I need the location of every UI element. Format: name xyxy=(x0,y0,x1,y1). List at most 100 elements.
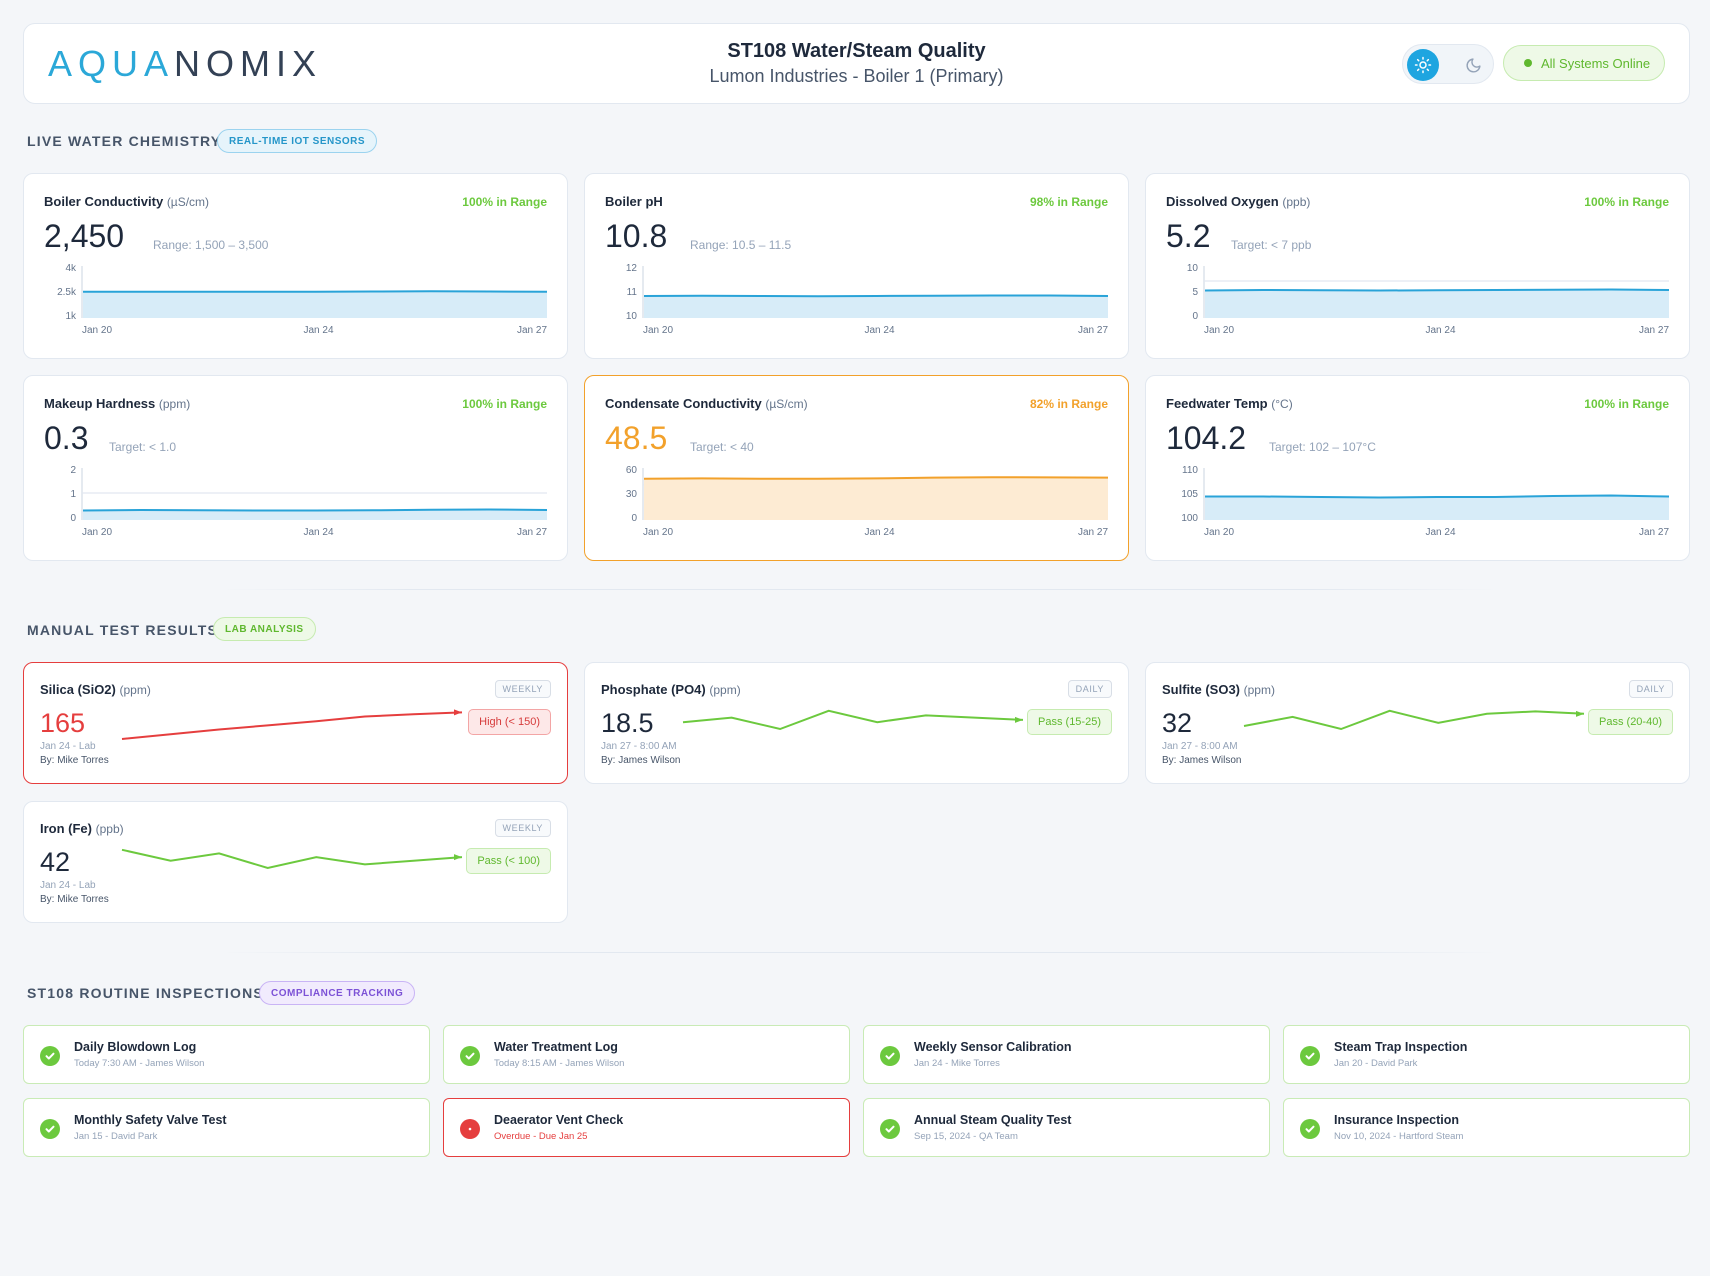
lab-test-value: 165 xyxy=(40,708,86,738)
manual-section-title: MANUAL TEST RESULTS xyxy=(27,622,219,638)
lab-test-status-badge: Pass (15-25) xyxy=(1027,709,1112,735)
frequency-badge: WEEKLY xyxy=(494,819,551,837)
y-tick-label: 10 xyxy=(626,311,638,322)
status-dot-icon xyxy=(1524,59,1532,67)
area-fill xyxy=(83,291,547,318)
sensor-name: Dissolved Oxygen xyxy=(1166,194,1279,209)
y-tick-label: 110 xyxy=(1182,466,1198,476)
system-status-text: All Systems Online xyxy=(1541,55,1651,71)
inspection-item[interactable]: Weekly Sensor Calibration Jan 24 - Mike T… xyxy=(863,1025,1270,1084)
sensor-card[interactable]: Boiler pH 98% in Range 10.8 Range: 10.5 – … xyxy=(584,173,1129,359)
sensor-trend-chart[interactable]: 12 11 10 Jan 20 Jan 24 Jan 27 xyxy=(605,264,1110,344)
lab-test-card[interactable]: Iron (Fe) (ppb) WEEKLY 42 Jan 24 - Lab By: M… xyxy=(23,801,568,923)
lab-test-card[interactable]: Silica (SiO2) (ppm) WEEKLY 165 Jan 24 - Lab… xyxy=(23,662,568,784)
lab-test-tester: By: Mike Torres xyxy=(40,755,109,766)
sparkline-series xyxy=(121,848,463,870)
sensor-value: 10.8 xyxy=(605,218,668,254)
inspection-title: Monthly Safety Valve Test xyxy=(74,1113,227,1127)
lab-test-date: Jan 24 - Lab xyxy=(40,880,96,891)
inspection-title: Daily Blowdown Log xyxy=(74,1040,197,1054)
sensor-name: Boiler Conductivity xyxy=(44,194,164,209)
sensor-card[interactable]: Makeup Hardness (ppm) 100% in Range 0.3 Tar… xyxy=(23,375,568,561)
check-circle-icon xyxy=(40,1046,60,1066)
live-section-title: LIVE WATER CHEMISTRY xyxy=(27,133,222,149)
sensor-trend-chart[interactable]: 4k 2.5k 1k Jan 20 Jan 24 Jan 27 xyxy=(44,264,549,344)
sparkline-series xyxy=(682,709,1024,731)
sensor-trend-chart[interactable]: 10 5 0 Jan 20 Jan 24 Jan 27 xyxy=(1166,264,1671,344)
sensor-trend-chart[interactable]: 110 105 100 Jan 20 Jan 24 Jan 27 xyxy=(1166,466,1671,546)
section-divider xyxy=(220,952,1500,953)
lab-test-value: 32 xyxy=(1162,708,1193,738)
x-tick-label: Jan 24 xyxy=(303,527,333,538)
x-tick-label: Jan 27 xyxy=(1078,527,1108,538)
sensor-card-title: Boiler Conductivity (µS/cm) xyxy=(44,194,209,209)
light-mode-button[interactable] xyxy=(1407,49,1439,81)
y-tick-label: 2 xyxy=(70,466,76,476)
lab-trend-sparkline[interactable] xyxy=(120,705,480,745)
sensor-card[interactable]: Condensate Conductivity (µS/cm) 82% in Ra… xyxy=(584,375,1129,561)
sensor-value: 0.3 xyxy=(44,420,89,456)
area-fill xyxy=(83,509,547,520)
lab-test-unit: (ppm) xyxy=(709,683,741,697)
sparkline-end-marker xyxy=(454,854,462,861)
frequency-badge: DAILY xyxy=(1628,680,1673,698)
inspection-item[interactable]: Water Treatment Log Today 8:15 AM - James… xyxy=(443,1025,850,1084)
inspection-item[interactable]: Monthly Safety Valve Test Jan 15 - David … xyxy=(23,1098,430,1157)
lab-trend-sparkline[interactable] xyxy=(1242,705,1602,745)
sensor-trend-chart[interactable]: 2 1 0 Jan 20 Jan 24 Jan 27 xyxy=(44,466,549,546)
inspection-item[interactable]: Insurance Inspection Nov 10, 2024 - Hartf… xyxy=(1283,1098,1690,1157)
sensor-target: Target: < 1.0 xyxy=(109,440,177,454)
inspection-item[interactable]: Deaerator Vent Check Overdue - Due Jan 25 xyxy=(443,1098,850,1157)
x-tick-label: Jan 24 xyxy=(864,325,894,336)
inspection-detail: Jan 20 - David Park xyxy=(1334,1058,1418,1069)
section-divider xyxy=(220,589,1500,590)
lab-test-card[interactable]: Sulfite (SO3) (ppm) DAILY 32 Jan 27 - 8:00 … xyxy=(1145,662,1690,784)
sensor-card[interactable]: Feedwater Temp (°C) 100% in Range 104.2 Tar… xyxy=(1145,375,1690,561)
series-line xyxy=(1205,494,1670,499)
inspection-item[interactable]: Steam Trap Inspection Jan 20 - David Park xyxy=(1283,1025,1690,1084)
range-status: 100% in Range xyxy=(1584,397,1669,411)
sensor-unit: (ppm) xyxy=(158,397,191,411)
area-fill xyxy=(644,477,1108,520)
system-status-badge[interactable]: All Systems Online xyxy=(1503,45,1665,81)
inspection-detail: Today 8:15 AM - James Wilson xyxy=(494,1058,625,1069)
sensor-unit: (µS/cm) xyxy=(166,195,210,209)
sensor-target: Range: 1,500 – 3,500 xyxy=(153,238,269,252)
series-line xyxy=(82,508,548,512)
sensor-card[interactable]: Dissolved Oxygen (ppb) 100% in Range 5.2 Ta… xyxy=(1145,173,1690,359)
inspection-item[interactable]: Daily Blowdown Log Today 7:30 AM - James … xyxy=(23,1025,430,1084)
x-tick-label: Jan 27 xyxy=(517,325,547,336)
header-bar: AQUANOMIX ST108 Water/Steam Quality Lumo… xyxy=(23,23,1690,104)
sensor-card-title: Makeup Hardness (ppm) xyxy=(44,396,190,411)
sensor-value: 2,450 xyxy=(44,218,125,254)
dark-mode-button[interactable] xyxy=(1457,49,1489,81)
inspection-detail: Sep 15, 2024 - QA Team xyxy=(914,1131,1018,1142)
sparkline-end-marker xyxy=(454,709,462,716)
sensor-card[interactable]: Boiler Conductivity (µS/cm) 100% in Range… xyxy=(23,173,568,359)
y-tick-label: 12 xyxy=(626,264,638,274)
lab-trend-sparkline[interactable] xyxy=(681,705,1041,745)
lab-test-unit: (ppm) xyxy=(1243,683,1275,697)
x-tick-label: Jan 27 xyxy=(1639,325,1669,336)
y-tick-label: 0 xyxy=(1192,311,1198,322)
area-fill xyxy=(1205,495,1669,520)
lab-test-tester: By: Mike Torres xyxy=(40,894,109,905)
lab-test-title: Phosphate (PO4) (ppm) xyxy=(601,682,741,697)
lab-trend-sparkline[interactable] xyxy=(120,844,480,884)
y-tick-label: 4k xyxy=(65,264,77,274)
sensor-trend-chart[interactable]: 60 30 0 Jan 20 Jan 24 Jan 27 xyxy=(605,466,1110,546)
y-tick-label: 100 xyxy=(1181,513,1198,524)
inspection-item[interactable]: Annual Steam Quality Test Sep 15, 2024 - … xyxy=(863,1098,1270,1157)
range-status: 100% in Range xyxy=(1584,195,1669,209)
sparkline-series xyxy=(1243,709,1585,731)
lab-test-card[interactable]: Phosphate (PO4) (ppm) DAILY 18.5 Jan 27 - 8… xyxy=(584,662,1129,784)
aquanomix-logo[interactable]: AQUANOMIX xyxy=(48,44,322,84)
sensor-unit: (µS/cm) xyxy=(765,397,808,411)
x-tick-label: Jan 24 xyxy=(864,527,894,538)
theme-toggle xyxy=(1402,44,1494,84)
sensor-value: 5.2 xyxy=(1166,218,1211,254)
sensor-unit: (ppb) xyxy=(1282,195,1311,209)
moon-icon xyxy=(1466,57,1481,72)
lab-test-status-badge: Pass (20-40) xyxy=(1588,709,1673,735)
inspection-detail: Jan 15 - David Park xyxy=(74,1131,158,1142)
